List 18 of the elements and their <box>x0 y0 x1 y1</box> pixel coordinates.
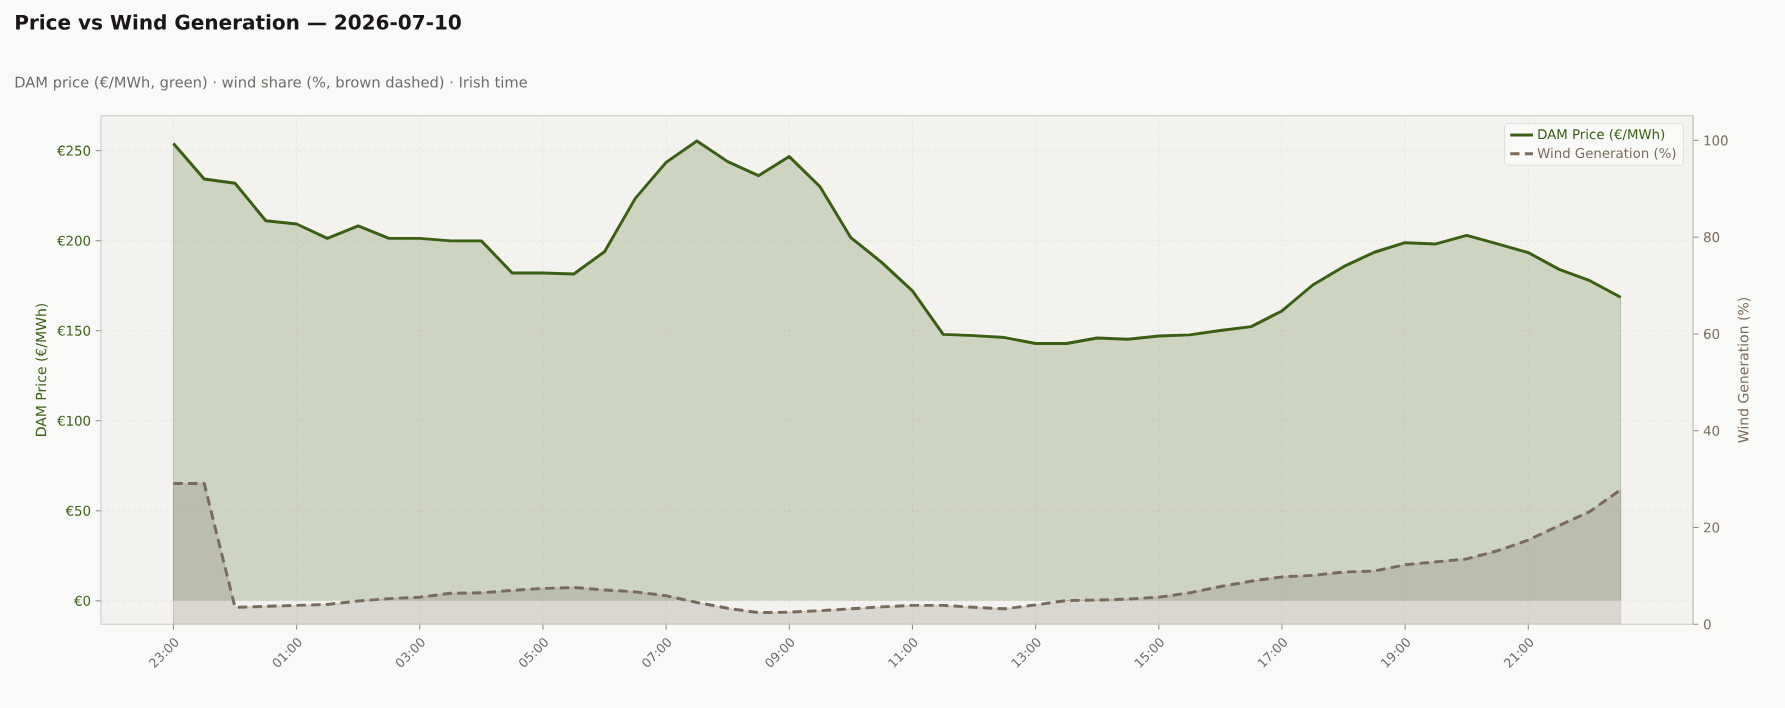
y2-tick-label: 0 <box>1703 619 1711 630</box>
y-tick-label: €200 <box>57 235 91 246</box>
legend-label: Wind Generation (%) <box>1537 147 1676 160</box>
y-tick-label: €150 <box>57 325 91 336</box>
y-tick-label: €0 <box>74 595 91 606</box>
y2-tick-label: 20 <box>1704 522 1720 533</box>
y2-tick-label: 60 <box>1704 328 1720 339</box>
legend-label: DAM Price (€/MWh) <box>1538 128 1665 141</box>
y2-tick-label: 80 <box>1703 232 1720 243</box>
y-tick-label: €50 <box>65 505 91 516</box>
chart-title: Price vs Wind Generation — 2026-07-10 <box>16 14 461 30</box>
y2-axis-title: Wind Generation (%) <box>1737 297 1751 443</box>
chart-subtitle: DAM price (€/MWh, green) · wind share (%, brown dashed) · Irish time <box>15 76 527 91</box>
y2-tick-label: 40 <box>1703 425 1720 436</box>
y2-tick-label: 100 <box>1704 135 1728 146</box>
y-axis-title: DAM Price (€/MWh) <box>35 303 48 436</box>
y-tick-label: €100 <box>57 415 91 426</box>
y-tick-label: €250 <box>57 145 91 156</box>
